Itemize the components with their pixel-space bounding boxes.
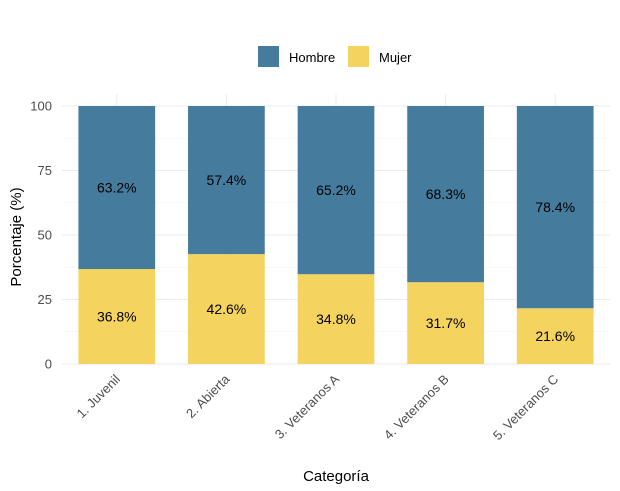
x-axis-ticks: 1. Juvenil 2. Abierta 3. Veteranos A 4. Vet… [73,371,561,443]
bars: 36.8% 63.2% 42.6% 57.4% 34.8% 65.2% 31.7% 68.3%… [78,106,594,364]
data-label-hombre: 65.2% [316,182,356,198]
data-label-hombre: 63.2% [97,180,137,196]
legend: Hombre Mujer [258,46,412,67]
legend-label: Mujer [379,50,412,65]
y-axis-title: Porcentaje (%) [8,187,25,286]
y-tick-label: 75 [38,163,52,178]
legend-swatch [348,46,369,67]
bar-mujer [78,269,156,364]
data-label-hombre: 68.3% [426,186,466,202]
bar-hombre [516,106,594,309]
legend-swatch [258,46,279,67]
data-label-mujer: 42.6% [207,301,247,317]
bar-mujer [407,282,484,364]
bar-hombre [188,106,265,255]
data-label-hombre: 57.4% [207,172,247,188]
data-label-mujer: 36.8% [97,309,137,325]
x-tick-label: 5. Veteranos C [490,372,561,443]
y-axis-ticks: 0 25 50 75 100 [30,99,52,372]
bar-mujer [516,308,594,364]
data-label-mujer: 34.8% [316,311,356,327]
bar-mujer [297,274,375,364]
bar-hombre [297,106,375,275]
x-axis-title: Categoría [303,468,370,485]
y-tick-label: 0 [45,357,52,372]
y-tick-label: 25 [38,292,52,307]
y-tick-label: 50 [38,228,52,243]
x-tick-label: 3. Veteranos A [272,371,343,442]
data-label-mujer: 21.6% [535,328,575,344]
bar-mujer [188,254,265,364]
data-label-mujer: 31.7% [426,315,466,331]
x-tick-label: 4. Veteranos B [381,372,452,443]
bar-hombre [407,106,484,283]
x-tick-label: 1. Juvenil [73,371,123,421]
data-label-hombre: 78.4% [535,199,575,215]
x-tick-label: 2. Abierta [183,371,233,421]
y-tick-label: 100 [30,99,52,114]
bar-hombre [78,106,156,270]
legend-label: Hombre [289,50,335,65]
